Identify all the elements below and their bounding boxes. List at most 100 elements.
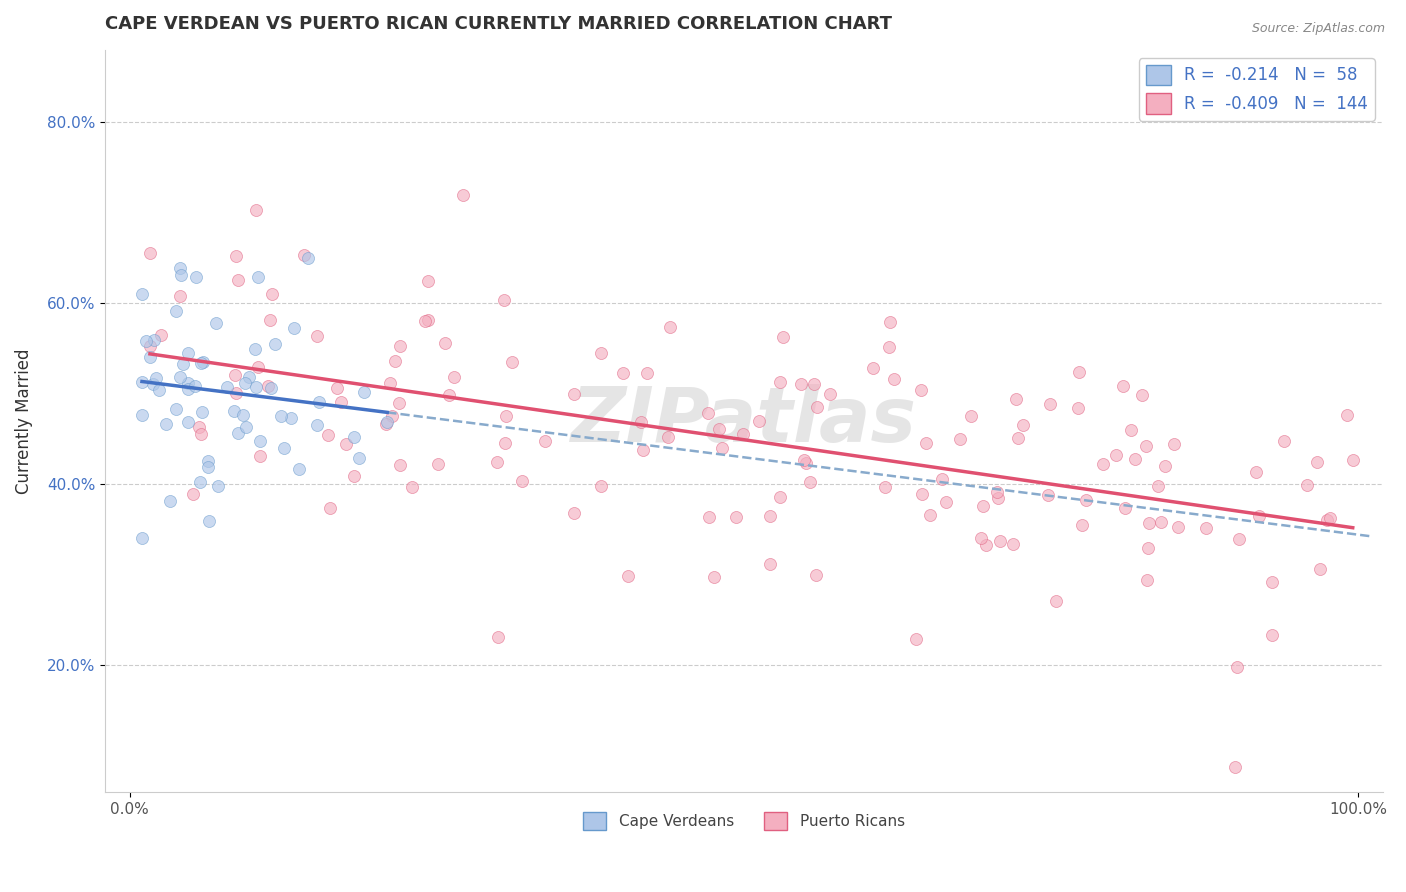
Point: [1274, 434, 1296, 448]
Point: [806, 401, 828, 415]
Point: [150, 327, 173, 342]
Point: [329, 395, 352, 409]
Point: [184, 269, 207, 284]
Point: [388, 395, 411, 409]
Point: [139, 350, 162, 364]
Point: [1076, 493, 1098, 508]
Point: [949, 432, 972, 446]
Point: [270, 409, 292, 424]
Point: [243, 342, 266, 356]
Point: [443, 370, 465, 384]
Point: [256, 379, 278, 393]
Point: [1007, 431, 1029, 445]
Point: [709, 422, 731, 436]
Point: [1067, 365, 1090, 379]
Point: [260, 381, 283, 395]
Point: [710, 441, 733, 455]
Point: [1114, 501, 1136, 516]
Point: [631, 443, 654, 458]
Point: [233, 376, 256, 390]
Point: [172, 357, 194, 371]
Point: [197, 460, 219, 475]
Point: [139, 339, 162, 353]
Point: [562, 506, 585, 520]
Point: [381, 409, 404, 423]
Point: [1163, 437, 1185, 451]
Text: ZIPatlas: ZIPatlas: [571, 384, 917, 458]
Point: [224, 368, 246, 383]
Point: [1223, 759, 1246, 773]
Point: [974, 538, 997, 552]
Point: [911, 487, 934, 501]
Point: [308, 395, 330, 409]
Point: [1137, 516, 1160, 530]
Point: [343, 468, 366, 483]
Point: [970, 531, 993, 545]
Point: [188, 475, 211, 489]
Point: [238, 370, 260, 384]
Point: [139, 246, 162, 260]
Point: [135, 334, 157, 349]
Point: [131, 287, 153, 301]
Point: [232, 409, 254, 423]
Point: [562, 387, 585, 401]
Point: [1154, 458, 1177, 473]
Point: [1005, 392, 1028, 406]
Point: [297, 251, 319, 265]
Point: [724, 509, 747, 524]
Point: [492, 293, 515, 307]
Point: [190, 356, 212, 370]
Point: [772, 330, 794, 344]
Point: [226, 425, 249, 440]
Point: [427, 457, 450, 471]
Point: [347, 450, 370, 465]
Point: [259, 313, 281, 327]
Point: [245, 203, 267, 218]
Point: [169, 370, 191, 384]
Y-axis label: Currently Married: Currently Married: [15, 348, 32, 493]
Point: [197, 514, 219, 528]
Point: [931, 472, 953, 486]
Point: [1229, 532, 1251, 546]
Point: [986, 491, 1008, 505]
Point: [325, 382, 347, 396]
Point: [1247, 509, 1270, 524]
Point: [703, 570, 725, 584]
Point: [145, 371, 167, 385]
Point: [1195, 521, 1218, 535]
Point: [1067, 401, 1090, 415]
Point: [319, 500, 342, 515]
Text: Source: ZipAtlas.com: Source: ZipAtlas.com: [1251, 22, 1385, 36]
Point: [413, 314, 436, 328]
Point: [388, 339, 411, 353]
Point: [165, 304, 187, 318]
Point: [389, 458, 412, 472]
Point: [960, 409, 983, 424]
Point: [1296, 477, 1319, 491]
Point: [353, 385, 375, 400]
Point: [169, 289, 191, 303]
Point: [335, 437, 357, 451]
Point: [1309, 562, 1331, 576]
Point: [246, 359, 269, 374]
Point: [246, 270, 269, 285]
Point: [488, 630, 510, 644]
Point: [915, 436, 938, 450]
Point: [1132, 388, 1154, 402]
Point: [165, 402, 187, 417]
Point: [177, 382, 200, 396]
Point: [986, 484, 1008, 499]
Point: [131, 375, 153, 389]
Point: [142, 377, 165, 392]
Point: [280, 411, 302, 425]
Point: [988, 533, 1011, 548]
Point: [1261, 628, 1284, 642]
Point: [1039, 397, 1062, 411]
Point: [1002, 537, 1025, 551]
Point: [1136, 541, 1159, 556]
Point: [451, 188, 474, 202]
Point: [1306, 455, 1329, 469]
Point: [1112, 379, 1135, 393]
Point: [803, 377, 825, 392]
Point: [375, 415, 398, 429]
